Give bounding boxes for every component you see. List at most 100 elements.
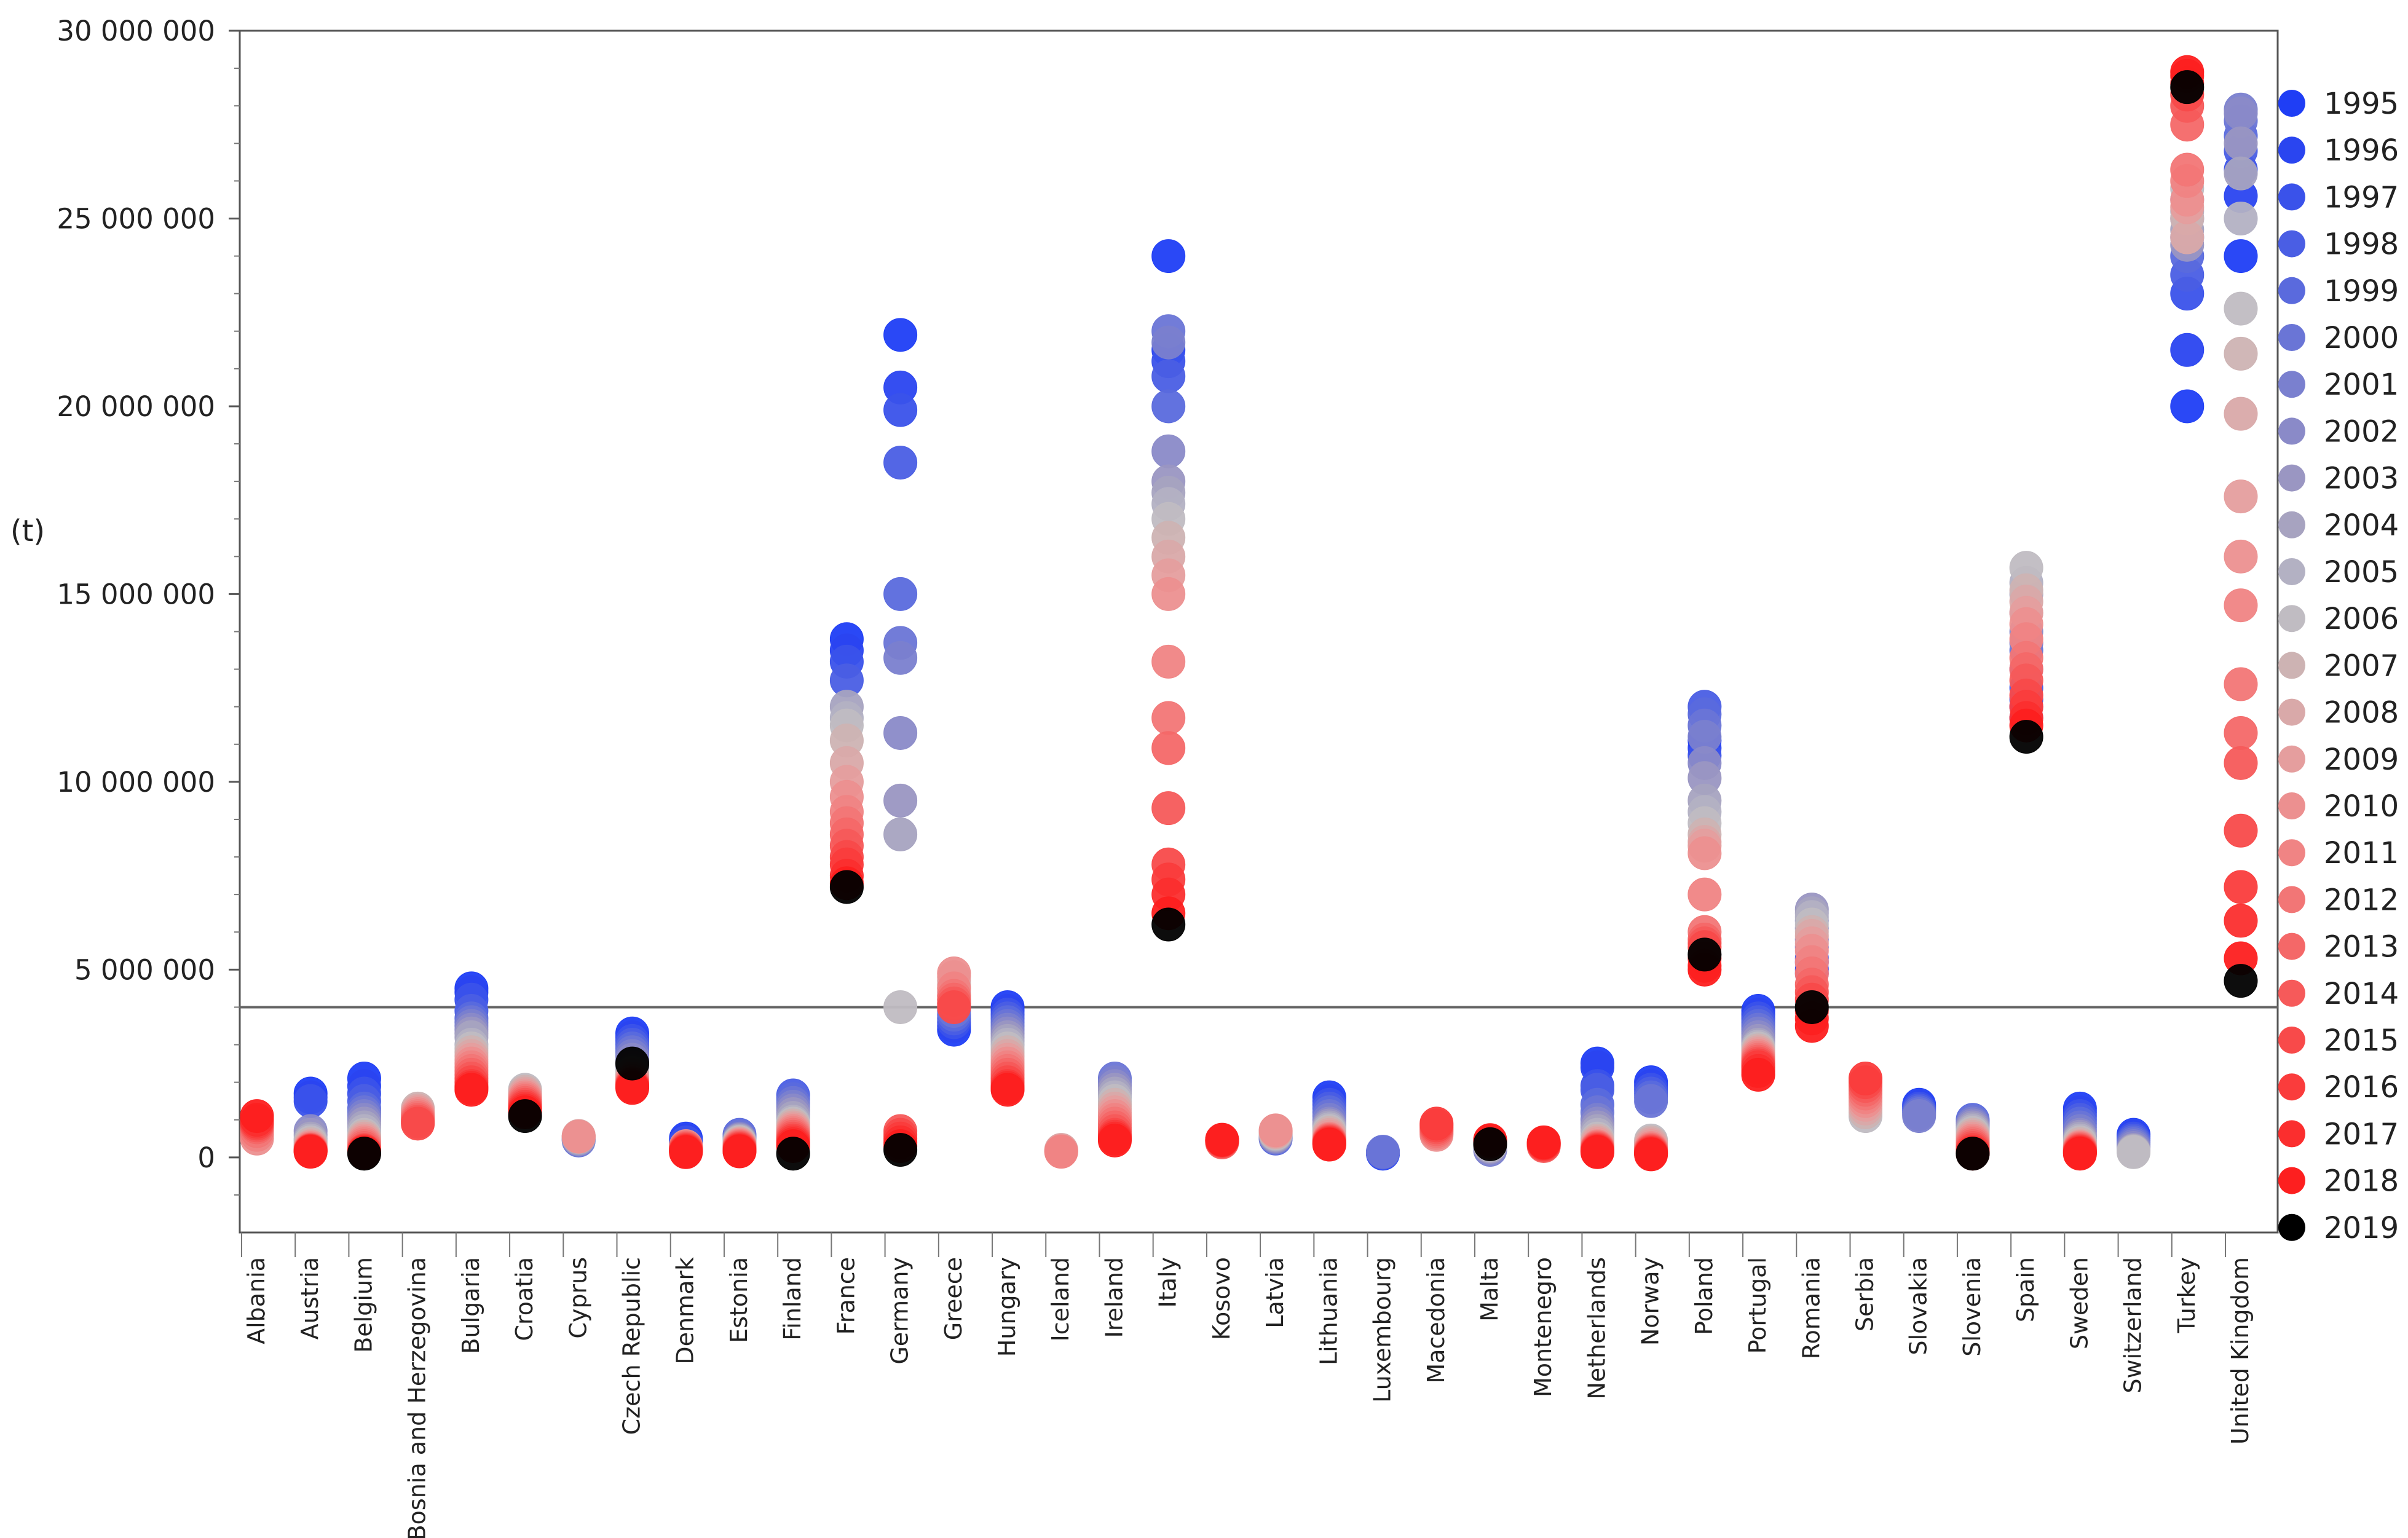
data-point: [883, 990, 918, 1024]
y-tick-label: 5 000 000: [74, 953, 215, 986]
legend-marker: [2278, 792, 2305, 819]
x-tick-label: Ireland: [1100, 1257, 1127, 1338]
data-point: [1419, 1106, 1454, 1141]
legend-marker: [2278, 698, 2305, 726]
data-point: [883, 817, 918, 851]
data-point: [2170, 220, 2205, 254]
data-point: [293, 1135, 328, 1169]
data-point: [1097, 1123, 1132, 1157]
data-point: [1580, 1135, 1614, 1169]
legend-marker: [2278, 605, 2305, 633]
data-point: [1366, 1135, 1400, 1169]
data-point: [454, 1073, 489, 1107]
x-tick-label: Bulgaria: [457, 1257, 484, 1354]
legend-label: 1995: [2324, 87, 2399, 121]
legend-label: 2019: [2324, 1211, 2399, 1245]
data-point: [2224, 588, 2258, 623]
legend-label: 2013: [2324, 930, 2399, 964]
legend-marker: [2278, 90, 2305, 117]
data-point: [2224, 539, 2258, 574]
data-point: [2063, 1137, 2097, 1171]
data-point: [2170, 333, 2205, 367]
data-point: [883, 577, 918, 611]
legend-label: 2003: [2324, 462, 2399, 496]
x-tick-label: Turkey: [2173, 1257, 2200, 1334]
data-point: [883, 446, 918, 480]
data-point: [2224, 336, 2258, 371]
data-point: [1151, 701, 1186, 735]
y-tick-label: 15 000 000: [57, 578, 215, 610]
x-tick-label: France: [832, 1257, 859, 1335]
y-axis: 0 5 000 000 10 000 000 15 000 000 20 000 000…: [57, 15, 240, 1196]
legend-label: 2018: [2324, 1164, 2399, 1199]
data-point: [1151, 389, 1186, 424]
x-tick-label: Slovakia: [1905, 1257, 1932, 1355]
legend-label: 2009: [2324, 743, 2399, 777]
legend-marker: [2278, 558, 2305, 585]
data-point: [669, 1135, 703, 1169]
x-tick-label: United Kingdom: [2227, 1257, 2254, 1445]
x-tick-label: Cyprus: [564, 1257, 591, 1339]
x-tick-label: Iceland: [1047, 1257, 1074, 1342]
legend-label: 2001: [2324, 368, 2399, 402]
legend-label: 2010: [2324, 789, 2399, 824]
legend-label: 1997: [2324, 180, 2399, 215]
data-point: [2224, 156, 2258, 191]
plot-frame: [239, 30, 2279, 1234]
x-tick-label: Portugal: [1744, 1257, 1771, 1354]
data-point: [1688, 937, 1722, 972]
x-tick-label: Netherlands: [1583, 1257, 1610, 1400]
legend-label: 2005: [2324, 555, 2399, 590]
y-tick-label: 30 000 000: [57, 15, 215, 47]
x-tick-label: Denmark: [672, 1257, 699, 1365]
data-point: [2224, 291, 2258, 326]
data-point: [990, 1073, 1025, 1107]
data-point: [829, 870, 864, 904]
data-point: [240, 1099, 274, 1134]
data-point: [1634, 1137, 1668, 1172]
x-tick-label: Italy: [1155, 1257, 1182, 1307]
data-point: [1044, 1135, 1078, 1169]
x-tick-label: Slovenia: [1959, 1257, 1986, 1357]
y-axis-label: (t): [10, 514, 45, 548]
data-point: [883, 641, 918, 675]
x-tick-label: Sweden: [2066, 1257, 2093, 1349]
legend-marker: [2278, 1167, 2305, 1194]
legend-marker: [2278, 464, 2305, 492]
data-point: [2170, 389, 2205, 424]
legend-marker: [2278, 277, 2305, 304]
x-tick-label: Latvia: [1261, 1257, 1289, 1328]
x-tick-label: Spain: [2012, 1257, 2039, 1322]
data-point: [1688, 836, 1722, 870]
data-point: [1741, 1057, 1775, 1092]
x-tick-label: Luxembourg: [1369, 1257, 1396, 1403]
legend-marker: [2278, 1120, 2305, 1148]
legend-marker: [2278, 324, 2305, 351]
legend-label: 2002: [2324, 414, 2399, 449]
data-point: [1258, 1113, 1293, 1148]
data-point: [1205, 1122, 1239, 1157]
legend-marker: [2278, 1213, 2305, 1241]
x-tick-label: Malta: [1476, 1257, 1503, 1322]
x-tick-label: Switzerland: [2120, 1257, 2147, 1394]
data-point: [2224, 96, 2258, 130]
legend-label: 1999: [2324, 274, 2399, 309]
data-point: [561, 1119, 596, 1154]
legend-label: 2000: [2324, 321, 2399, 355]
legend-marker: [2278, 1027, 2305, 1054]
data-point: [883, 393, 918, 427]
legend-label: 2007: [2324, 649, 2399, 683]
data-point: [347, 1137, 381, 1171]
plot-border: [239, 30, 2279, 1234]
legend-marker: [2278, 417, 2305, 445]
legend-marker: [2278, 1073, 2305, 1101]
x-tick-label: Finland: [779, 1257, 806, 1341]
legend-marker: [2278, 652, 2305, 679]
legend-marker: [2278, 886, 2305, 913]
x-tick-label: Montenegro: [1530, 1257, 1557, 1397]
y-tick-label: 10 000 000: [57, 766, 215, 799]
x-tick-label: Kosovo: [1208, 1257, 1235, 1340]
data-point: [883, 1133, 918, 1167]
data-point: [1151, 359, 1186, 393]
